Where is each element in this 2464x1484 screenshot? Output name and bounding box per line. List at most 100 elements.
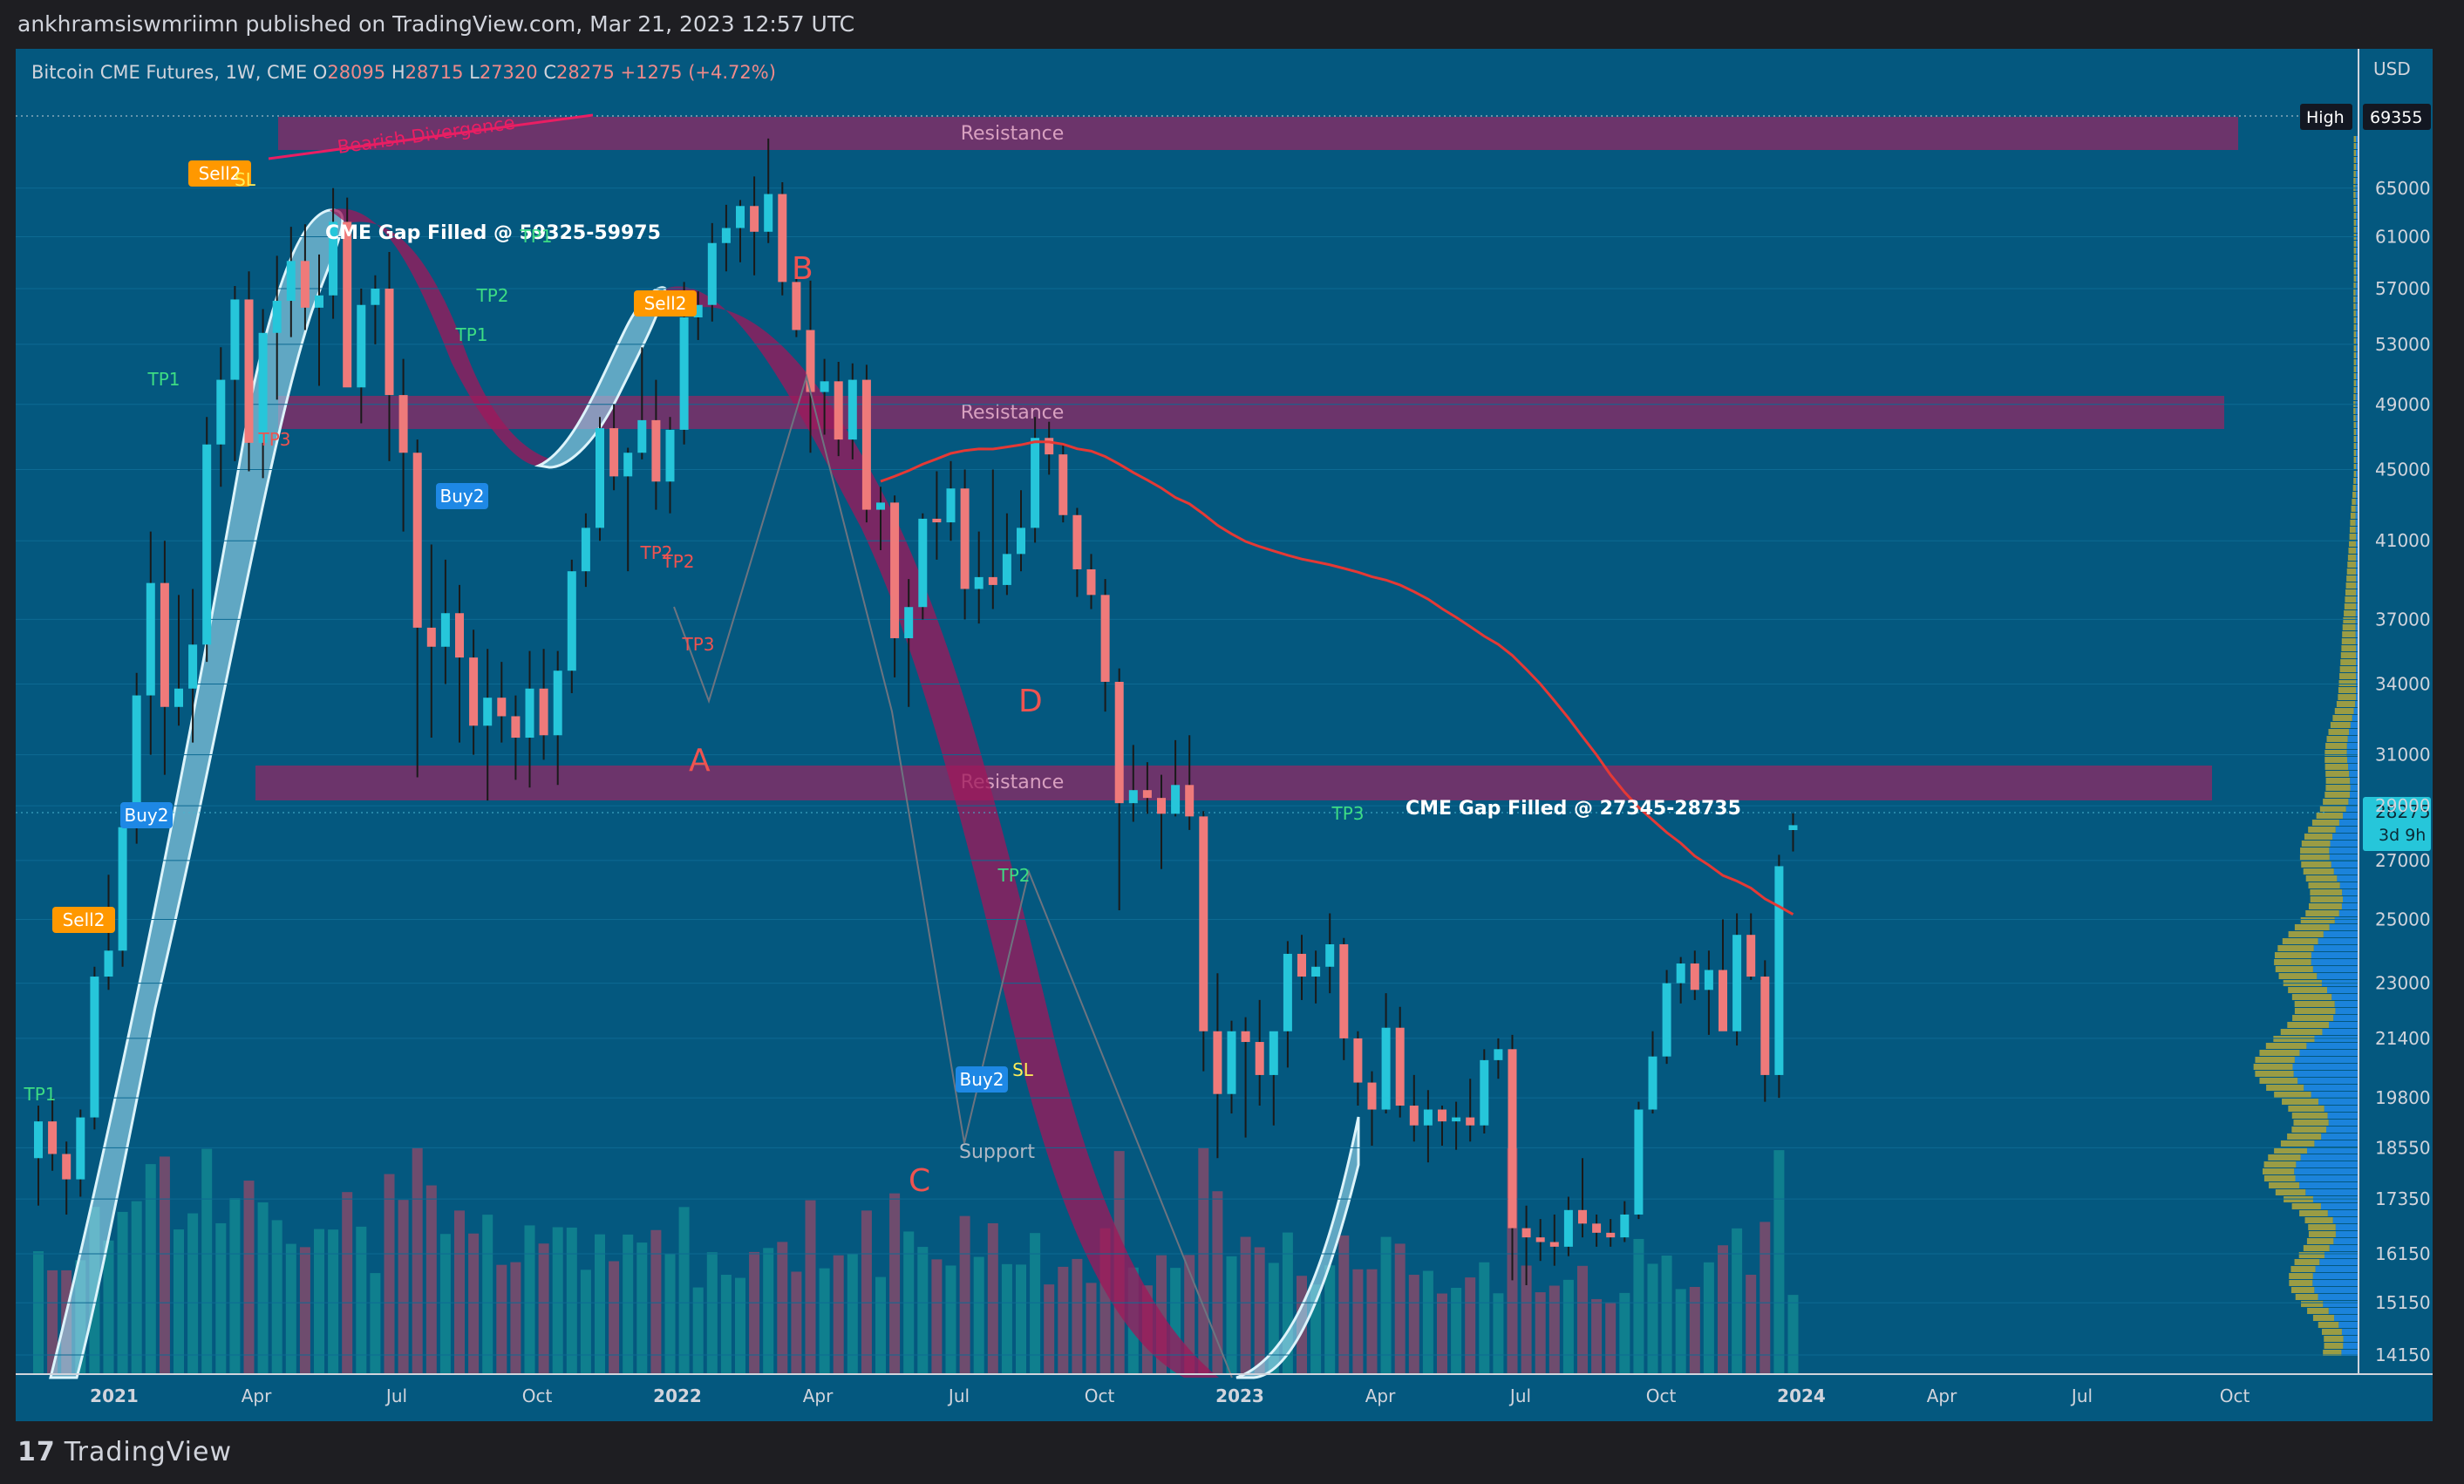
- profile-bar-sell: [2353, 450, 2356, 456]
- candlestick-chart[interactable]: Resistance Resistance Resistance Bearish…: [16, 49, 2433, 1421]
- profile-bar-sell: [2290, 1266, 2316, 1272]
- profile-bar-sell: [2334, 708, 2354, 714]
- candle-body: [946, 488, 956, 523]
- profile-bar-buy: [2319, 1259, 2358, 1265]
- candle-body: [146, 582, 155, 696]
- volume-bar: [749, 1251, 760, 1374]
- chart-panel[interactable]: Resistance Resistance Resistance Bearish…: [16, 49, 2433, 1421]
- candle-body: [286, 261, 296, 302]
- profile-bar-sell: [2338, 687, 2356, 693]
- volume-bar: [875, 1276, 886, 1374]
- volume-bar: [454, 1210, 465, 1374]
- signal-markers: TP1Sell2TP1Buy2Sell2SLTP3TP1TP2Buy2TP1TP…: [23, 160, 1365, 1105]
- candle-body: [525, 688, 534, 739]
- price-tick-label: 49000: [2375, 394, 2431, 415]
- profile-bar-sell: [2259, 1078, 2298, 1084]
- signal-label: TP3: [257, 429, 290, 450]
- bull-ribbon-3: [1235, 1116, 1360, 1379]
- profile-bar-buy: [2318, 938, 2358, 944]
- candle-body: [596, 428, 604, 528]
- profile-bar-sell: [2352, 499, 2356, 505]
- profile-bar-buy: [2324, 1106, 2358, 1112]
- candle-body: [1045, 438, 1054, 455]
- profile-bar-sell: [2353, 345, 2356, 351]
- volume-bar: [1773, 1150, 1785, 1374]
- profile-bar-sell: [2353, 478, 2356, 484]
- profile-bar-buy: [2355, 610, 2358, 616]
- profile-bar-sell: [2353, 227, 2356, 233]
- volume-bar: [987, 1222, 998, 1374]
- volume-bar: [159, 1156, 170, 1374]
- profile-bar-sell: [2353, 164, 2356, 170]
- resistance-zones: Resistance Resistance Resistance: [255, 117, 2238, 800]
- profile-bar-sell: [2353, 436, 2356, 442]
- candle-body: [847, 379, 857, 440]
- candle-body: [357, 304, 366, 388]
- volume-bar: [1605, 1302, 1617, 1374]
- profile-bar-buy: [2329, 1022, 2358, 1028]
- profile-bar-sell: [2308, 1231, 2336, 1237]
- price-axis: USD High 69355 28275 3d 9h: [2300, 49, 2431, 1374]
- volume-bar: [1437, 1293, 1447, 1374]
- profile-bar-sell: [2291, 1113, 2328, 1119]
- profile-bar-buy: [2293, 1071, 2358, 1077]
- profile-bar-sell: [2290, 1287, 2315, 1293]
- profile-bar-sell: [2324, 757, 2348, 763]
- profile-bar-buy: [2296, 1161, 2358, 1167]
- profile-bar-sell: [2340, 659, 2356, 665]
- profile-bar-buy: [2356, 568, 2358, 575]
- price-tick-label: 23000: [2375, 973, 2431, 994]
- profile-bar-sell: [2324, 1343, 2344, 1349]
- volume-bar: [174, 1229, 184, 1374]
- volume-bar: [1044, 1284, 1055, 1374]
- profile-bar-sell: [2326, 736, 2348, 742]
- profile-bar-buy: [2356, 464, 2358, 470]
- volume-bar: [692, 1287, 704, 1374]
- profile-bar-sell: [2303, 1245, 2330, 1251]
- profile-bar-sell: [2353, 359, 2356, 365]
- profile-bar-buy: [2355, 506, 2358, 512]
- profile-bar-buy: [2326, 1127, 2358, 1133]
- profile-bar-sell: [2353, 324, 2356, 330]
- profile-bar-buy: [2356, 603, 2358, 609]
- profile-bar-sell: [2301, 1301, 2324, 1307]
- volume-bar: [552, 1227, 563, 1374]
- signal-badge: [634, 290, 697, 317]
- candle-body: [62, 1154, 71, 1180]
- profile-bar-sell: [2301, 861, 2331, 868]
- profile-bar-sell: [2282, 1099, 2318, 1105]
- candle-body: [651, 419, 661, 482]
- profile-bar-sell: [2275, 966, 2313, 972]
- candle-body: [1325, 943, 1335, 967]
- candle-body: [1648, 1056, 1657, 1110]
- profile-bar-buy: [2355, 701, 2358, 707]
- candle-body: [1438, 1109, 1446, 1122]
- candles[interactable]: [34, 138, 1798, 1286]
- profile-bar-buy: [2356, 269, 2358, 275]
- profile-bar-sell: [2312, 1315, 2335, 1321]
- profile-bar-buy: [2297, 1078, 2358, 1084]
- price-tick-label: 45000: [2375, 459, 2431, 480]
- profile-bar-buy: [2345, 806, 2358, 812]
- profile-bar-buy: [2350, 792, 2358, 798]
- profile-bar-sell: [2291, 994, 2332, 1000]
- volume-bar: [833, 1255, 844, 1374]
- profile-bar-sell: [2263, 1168, 2295, 1174]
- profile-bar-buy: [2348, 764, 2358, 770]
- time-tick-label: Apr: [1365, 1385, 1396, 1406]
- candle-body: [693, 304, 703, 317]
- profile-bar-sell: [2294, 1001, 2335, 1007]
- candle-body: [1311, 966, 1321, 977]
- footer-bar: 17 TradingView: [0, 1421, 2464, 1484]
- profile-bar-sell: [2294, 924, 2330, 930]
- profile-bar-buy: [2356, 596, 2358, 602]
- tradingview-logo[interactable]: 17 TradingView: [17, 1437, 232, 1467]
- profile-bar-sell: [2299, 1210, 2328, 1216]
- profile-bar-buy: [2355, 387, 2358, 393]
- candle-body: [426, 627, 436, 647]
- profile-bar-sell: [2347, 555, 2356, 561]
- candle-body: [1353, 1038, 1363, 1083]
- volume-bar: [145, 1164, 156, 1374]
- profile-bar-buy: [2355, 624, 2358, 630]
- time-tick-label: Apr: [803, 1385, 834, 1406]
